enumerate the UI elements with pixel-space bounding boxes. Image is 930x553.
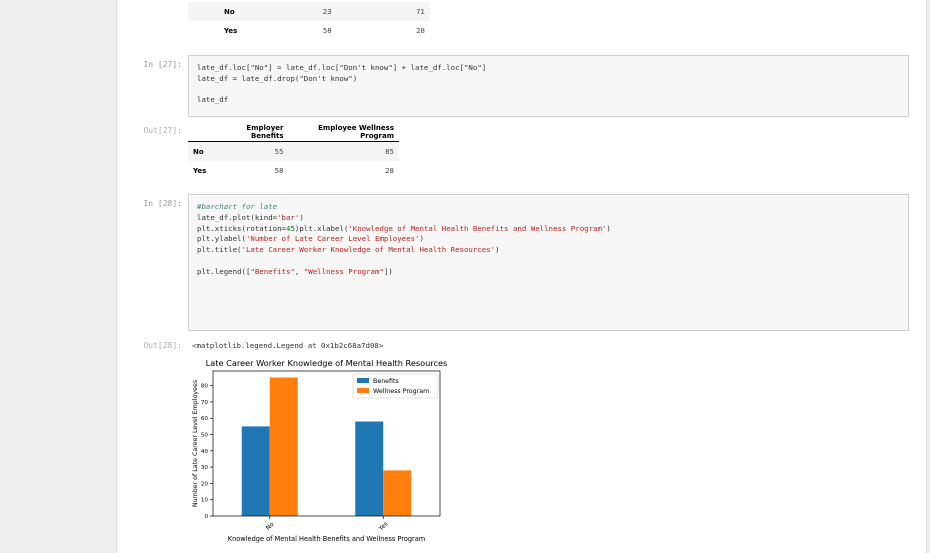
output-text: <matplotlib.legend.Legend at 0x1b2c68a7d… bbox=[192, 341, 384, 350]
table-cell: 71 bbox=[416, 7, 425, 16]
table-cell: 58 bbox=[274, 166, 284, 175]
table-cell: 23 bbox=[322, 7, 332, 16]
table-row: Yes 58 28 bbox=[188, 161, 399, 180]
code-line: plt.ylabel('Number of Late Career Level … bbox=[197, 234, 424, 244]
input-prompt: In [28]: bbox=[143, 199, 182, 208]
table-row: No 23 71 bbox=[188, 2, 430, 21]
table-row: No 55 85 bbox=[188, 141, 399, 161]
code-line: plt.xticks(rotation=45) bbox=[197, 223, 300, 233]
previous-output-table: No 23 71 Yes 58 28 bbox=[188, 2, 430, 40]
y-tick-label: 30 bbox=[201, 465, 209, 471]
code-comment: #barchart for late bbox=[197, 202, 278, 211]
bar-no-wellness-program bbox=[269, 377, 298, 516]
output-prompt: Out[28]: bbox=[143, 341, 182, 350]
column-header: Employee Wellness Program bbox=[288, 122, 399, 142]
legend-label: Wellness Program bbox=[373, 388, 429, 395]
table-cell: 28 bbox=[416, 26, 425, 35]
column-header: Employer Benefits bbox=[212, 122, 289, 142]
dataframe-output: Employer Benefits Employee Wellness Prog… bbox=[188, 122, 399, 180]
x-tick-label: Yes bbox=[377, 520, 390, 533]
index-header bbox=[188, 122, 212, 142]
code-cell[interactable]: #barchart for late late_df.plot(kind='ba… bbox=[188, 194, 909, 331]
y-tick-label: 80 bbox=[201, 384, 209, 390]
y-tick-label: 0 bbox=[204, 514, 208, 520]
y-tick-label: 70 bbox=[201, 400, 209, 406]
x-tick-label: No bbox=[265, 521, 276, 532]
bar-yes-benefits bbox=[355, 421, 384, 516]
bar-chart: Late Career Worker Knowledge of Mental H… bbox=[192, 358, 448, 543]
y-axis-label: Number of Late Career Level Employees bbox=[192, 380, 199, 507]
x-axis-label: Knowledge of Mental Health Benefits and … bbox=[228, 535, 425, 543]
code-line: late_df = late_df.drop("Don't know") bbox=[197, 73, 358, 83]
row-label: Yes bbox=[224, 26, 238, 35]
output-prompt: Out[27]: bbox=[143, 126, 182, 135]
code-line: late_df.loc["No"] = late_df.loc["Don't k… bbox=[197, 63, 487, 72]
y-tick-label: 60 bbox=[201, 416, 209, 422]
row-label: No bbox=[193, 147, 204, 156]
chart-title: Late Career Worker Knowledge of Mental H… bbox=[206, 358, 448, 368]
table-cell: 58 bbox=[322, 26, 332, 35]
code-line: late_df.plot(kind='bar') bbox=[197, 212, 304, 222]
legend-box bbox=[352, 373, 439, 399]
table-cell: 85 bbox=[385, 147, 394, 156]
table-row: Yes 58 28 bbox=[188, 21, 430, 40]
code-line: plt.title('Late Career Worker Knowledge … bbox=[197, 245, 500, 255]
legend-swatch bbox=[357, 388, 369, 393]
y-tick-label: 10 bbox=[201, 498, 209, 504]
table-header-row: Employer Benefits Employee Wellness Prog… bbox=[188, 122, 399, 142]
code-line: late_df bbox=[197, 95, 229, 105]
table-cell: 28 bbox=[385, 166, 394, 175]
row-label: No bbox=[224, 7, 235, 16]
bar-no-benefits bbox=[241, 426, 270, 516]
input-prompt: In [27]: bbox=[143, 60, 182, 69]
code-line: plt.legend(["Benefits", "Wellness Progra… bbox=[197, 266, 393, 276]
y-tick-label: 50 bbox=[201, 433, 209, 439]
bar-yes-wellness-program bbox=[383, 470, 412, 516]
y-tick-label: 20 bbox=[201, 481, 209, 487]
legend-swatch bbox=[357, 378, 369, 383]
row-label: Yes bbox=[193, 166, 207, 175]
legend-label: Benefits bbox=[373, 378, 399, 385]
table-cell: 55 bbox=[274, 147, 284, 156]
y-tick-label: 40 bbox=[201, 449, 209, 455]
plot-frame bbox=[212, 370, 441, 517]
code-cell[interactable]: late_df.loc["No"] = late_df.loc["Don't k… bbox=[188, 55, 909, 117]
